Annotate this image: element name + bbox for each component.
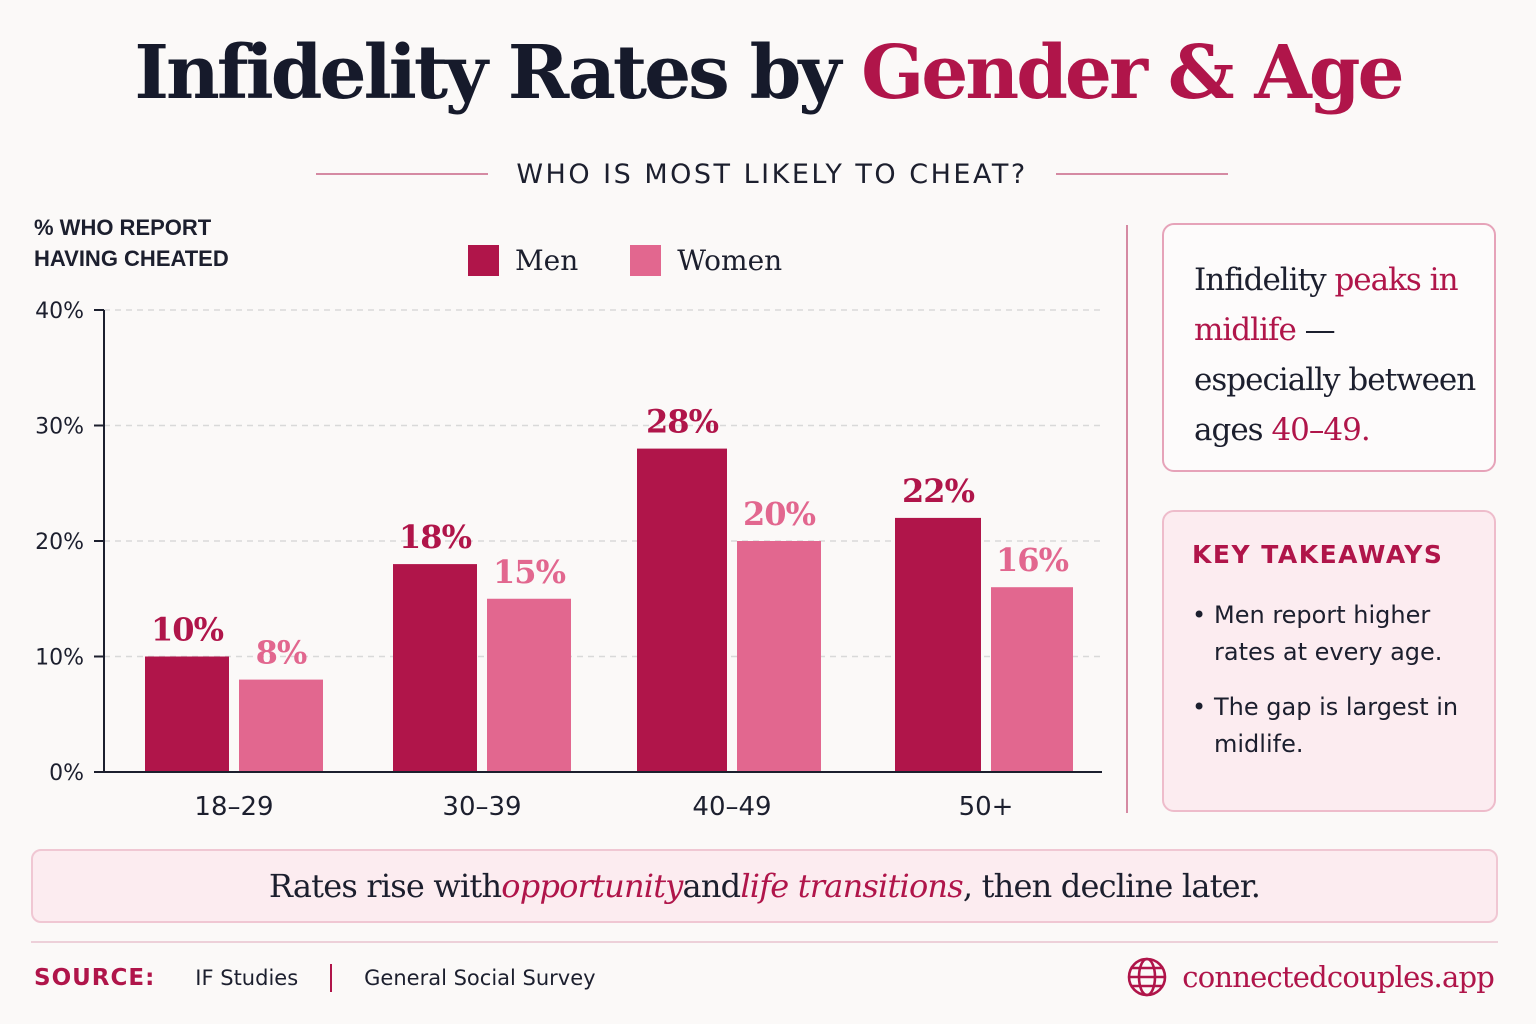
takeaway-text: The gap is largest in midlife. bbox=[1214, 693, 1459, 758]
note-emphasis-1: opportunity bbox=[501, 867, 683, 905]
legend-label-women: Women bbox=[677, 243, 783, 277]
y-tick-label: 30% bbox=[35, 415, 84, 440]
bar-men bbox=[145, 656, 229, 772]
y-tick-label: 20% bbox=[35, 530, 84, 555]
x-category-label: 50+ bbox=[959, 792, 1014, 822]
legend-label-men: Men bbox=[515, 243, 579, 277]
note-text-2: and bbox=[682, 867, 742, 905]
y-tick-label: 0% bbox=[49, 761, 84, 786]
data-label-men: 22% bbox=[902, 472, 975, 510]
brand-url[interactable]: connectedcouples.app bbox=[1182, 960, 1495, 994]
summary-note: Rates rise with opportunity and life tra… bbox=[31, 849, 1498, 923]
note-text-3: , then decline later. bbox=[962, 867, 1261, 905]
legend-item-men: Men bbox=[468, 244, 578, 277]
subtitle: WHO IS MOST LIKELY TO CHEAT? bbox=[516, 158, 1028, 190]
callout-text-2: — especially between ages bbox=[1194, 312, 1476, 448]
takeaway-item: • Men report higher rates at every age. bbox=[1192, 597, 1484, 671]
y-tick-label: 40% bbox=[35, 299, 84, 324]
bar-men bbox=[895, 517, 981, 772]
bar-women bbox=[737, 541, 821, 772]
bar-chart: 0% 10% 20% 30% 40% 10% 8% 18–29 18% 15% 30–39 28% 20… bbox=[35, 299, 1102, 822]
data-label-men: 28% bbox=[646, 403, 719, 441]
legend-item-women: Women bbox=[630, 244, 782, 277]
note-text-1: Rates rise with bbox=[268, 867, 502, 905]
insight-callout: Infidelity peaks in midlife — especially… bbox=[1162, 223, 1496, 472]
title-main: Infidelity Rates by bbox=[134, 30, 862, 116]
bullet-icon: • bbox=[1192, 601, 1207, 629]
source-label: SOURCE: bbox=[34, 965, 156, 991]
bar-men bbox=[637, 448, 727, 772]
callout-text-1: Infidelity bbox=[1194, 262, 1335, 298]
source-item: IF Studies bbox=[195, 966, 299, 990]
bar-women bbox=[991, 587, 1073, 772]
y-tick-label: 10% bbox=[35, 646, 84, 671]
takeaway-text: Men report higher rates at every age. bbox=[1214, 601, 1443, 666]
legend-swatch-women bbox=[630, 244, 662, 276]
data-label-men: 10% bbox=[151, 611, 224, 649]
globe-icon bbox=[1127, 957, 1167, 997]
data-label-women: 16% bbox=[996, 541, 1069, 579]
bullet-icon: • bbox=[1192, 693, 1207, 721]
subtitle-rule-left bbox=[316, 173, 489, 175]
bar-women bbox=[487, 598, 571, 772]
bar-women bbox=[239, 679, 323, 772]
source-separator bbox=[330, 964, 333, 992]
data-label-women: 15% bbox=[493, 553, 566, 591]
subtitle-rule-right bbox=[1055, 173, 1229, 175]
chart-legend: Men Women bbox=[468, 240, 834, 280]
y-axis-label: % WHO REPORT HAVING CHEATED bbox=[34, 215, 229, 271]
bar-men bbox=[393, 564, 477, 772]
data-label-men: 18% bbox=[399, 518, 472, 556]
note-emphasis-2: life transitions bbox=[740, 867, 963, 905]
takeaway-item: • The gap is largest in midlife. bbox=[1192, 689, 1484, 763]
data-label-women: 20% bbox=[743, 495, 816, 533]
key-takeaways-panel: KEY TAKEAWAYS • Men report higher rates … bbox=[1162, 510, 1496, 812]
title-accent: Gender & Age bbox=[861, 30, 1404, 116]
source-item: General Social Survey bbox=[364, 966, 596, 990]
x-category-label: 18–29 bbox=[194, 792, 273, 822]
brand: connectedcouples.app bbox=[1126, 952, 1495, 1002]
takeaways-title: KEY TAKEAWAYS bbox=[1192, 540, 1444, 569]
vertical-divider bbox=[1126, 225, 1128, 813]
data-label-women: 8% bbox=[256, 634, 307, 672]
page-title: Infidelity Rates by Gender & Age bbox=[0, 30, 1536, 116]
source-footer: SOURCE: IF Studies General Social Survey bbox=[34, 958, 596, 998]
subtitle-row: WHO IS MOST LIKELY TO CHEAT? bbox=[316, 156, 1229, 192]
legend-swatch-men bbox=[468, 244, 499, 276]
callout-accent-1: peaks in midlife bbox=[1194, 262, 1459, 348]
x-category-label: 40–49 bbox=[692, 792, 771, 822]
callout-accent-2: 40–49. bbox=[1271, 412, 1370, 448]
x-category-label: 30–39 bbox=[442, 792, 521, 822]
footer-divider bbox=[31, 941, 1498, 943]
